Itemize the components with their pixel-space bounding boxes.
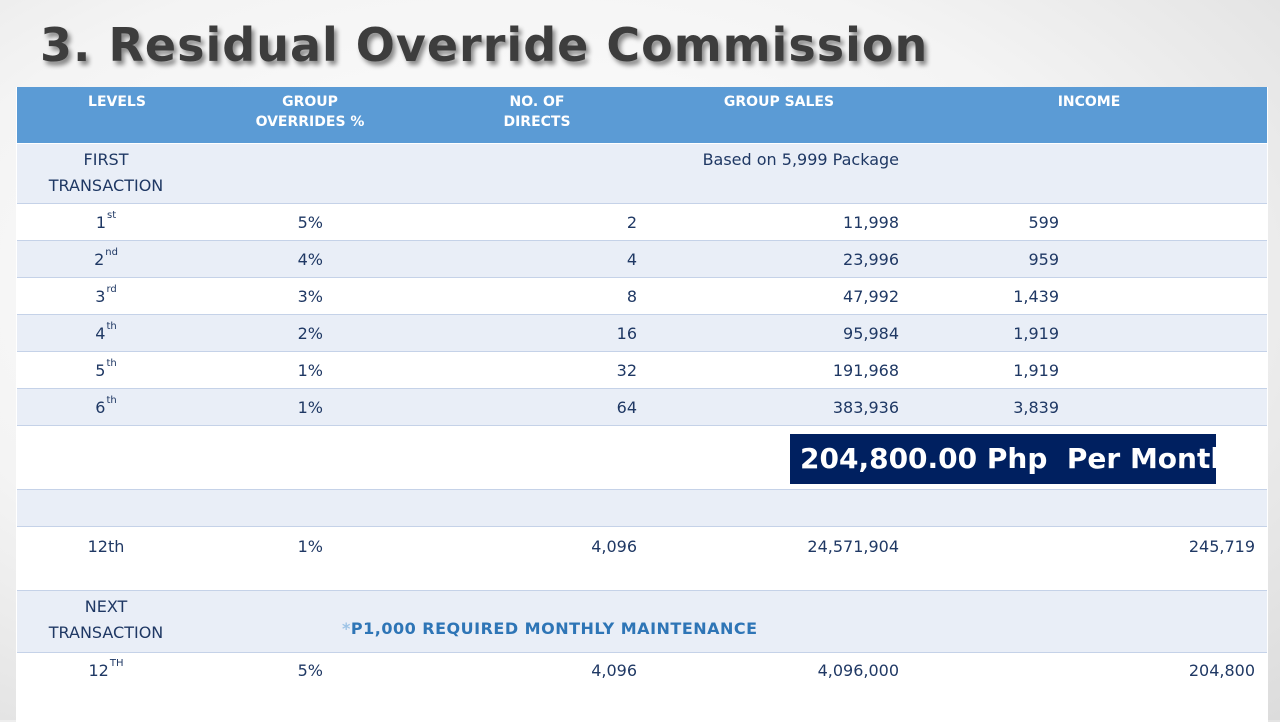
next-transaction-row: NEXT TRANSACTION *P1,000 REQUIRED MONTHL… — [17, 590, 1267, 652]
directs-cell: 8 — [626, 287, 637, 306]
income-cell: 1,919 — [1013, 361, 1059, 380]
table-row: 5th 1% 32 191,968 1,919 — [17, 351, 1267, 388]
level-cell: 12th — [87, 537, 125, 556]
income-cell: 599 — [1028, 213, 1059, 232]
income-cell: 245,719 — [1188, 537, 1255, 556]
summary-row: 204,800.00 Php Per Month — [17, 425, 1267, 489]
level-cell: 5th — [17, 358, 195, 381]
header-no-of-directs: NO. OF DIRECTS — [472, 92, 602, 132]
level-cell: 1st — [17, 210, 195, 233]
directs-cell: 16 — [616, 324, 637, 343]
header-group-overrides: GROUP OVERRIDES % — [217, 92, 403, 132]
group-sales-cell: 4,096,000 — [817, 661, 899, 680]
table-row: 4th 2% 16 95,984 1,919 — [17, 314, 1267, 351]
level-number: 12 — [88, 661, 109, 680]
group-sales-cell: 24,571,904 — [807, 537, 899, 556]
first-transaction-label: FIRST TRANSACTION — [17, 150, 195, 196]
level-cell: 3rd — [17, 284, 195, 307]
package-note: Based on 5,999 Package — [702, 150, 899, 169]
group-sales-cell: 95,984 — [843, 324, 899, 343]
first-transaction-line2: TRANSACTION — [48, 176, 164, 195]
level-number: 5 — [95, 361, 106, 380]
override-pct-cell: 4% — [297, 250, 323, 269]
twelfth-level-row: 12th 1% 4,096 24,571,904 245,719 — [17, 526, 1267, 590]
override-pct-cell: 1% — [297, 361, 323, 380]
header-no-of-line1: NO. OF — [509, 94, 565, 110]
level-cell: 12TH — [17, 658, 195, 681]
table-row: 3rd 3% 8 47,992 1,439 — [17, 277, 1267, 314]
first-transaction-line1: FIRST — [83, 150, 129, 169]
header-group-sales: GROUP SALES — [723, 94, 835, 110]
maintenance-text: P1,000 REQUIRED MONTHLY MAINTENANCE — [350, 619, 758, 638]
override-pct-cell: 5% — [297, 213, 323, 232]
header-income: INCOME — [1057, 94, 1121, 110]
level-rows: 1st 5% 2 11,998 599 2nd 4% 4 23,996 959 3rd 3% 8 47,9… — [17, 203, 1267, 425]
level-suffix: th — [106, 358, 117, 369]
directs-cell: 64 — [616, 398, 637, 417]
income-cell: 3,839 — [1013, 398, 1059, 417]
income-cell: 959 — [1028, 250, 1059, 269]
slide-title: 3. Residual Override Commission — [40, 18, 929, 72]
override-pct-cell: 2% — [297, 324, 323, 343]
group-sales-cell: 47,992 — [843, 287, 899, 306]
group-sales-cell: 383,936 — [832, 398, 899, 417]
level-number: 2 — [94, 250, 105, 269]
level-suffix: st — [107, 210, 117, 221]
group-sales-cell: 191,968 — [832, 361, 899, 380]
group-sales-cell: 11,998 — [843, 213, 899, 232]
maintenance-star: * — [342, 619, 351, 638]
next-transaction-line2: TRANSACTION — [48, 623, 164, 642]
level-number: 3 — [95, 287, 106, 306]
level-number: 1 — [95, 213, 107, 232]
level-suffix: th — [106, 395, 117, 406]
header-group-overrides-line1: GROUP — [282, 94, 338, 110]
override-pct-cell: 1% — [297, 537, 323, 556]
income-cell: 1,919 — [1013, 324, 1059, 343]
group-sales-cell: 23,996 — [843, 250, 899, 269]
first-transaction-row: FIRST TRANSACTION Based on 5,999 Package — [17, 143, 1267, 203]
table-row: 6th 1% 64 383,936 3,839 — [17, 388, 1267, 425]
table-row: 1st 5% 2 11,998 599 — [17, 203, 1267, 240]
directs-cell: 4 — [626, 250, 637, 269]
header-levels: LEVELS — [88, 94, 146, 110]
level-suffix: rd — [106, 284, 117, 295]
level-number: 6 — [95, 398, 106, 417]
header-no-of-line2: DIRECTS — [503, 114, 571, 130]
commission-table: LEVELS GROUP OVERRIDES % NO. OF DIRECTS … — [16, 87, 1268, 722]
level-suffix: th — [106, 321, 117, 332]
table-header: LEVELS GROUP OVERRIDES % NO. OF DIRECTS … — [17, 87, 1267, 143]
directs-cell: 2 — [626, 213, 637, 232]
directs-cell: 4,096 — [591, 661, 637, 680]
level-number: 4 — [95, 324, 106, 343]
level-cell: 4th — [17, 321, 195, 344]
maintenance-note: *P1,000 REQUIRED MONTHLY MAINTENANCE — [342, 619, 758, 638]
level-cell: 6th — [17, 395, 195, 418]
override-pct-cell: 1% — [297, 398, 323, 417]
table-row: 2nd 4% 4 23,996 959 — [17, 240, 1267, 277]
income-cell: 1,439 — [1013, 287, 1059, 306]
level-cell: 2nd — [17, 247, 195, 270]
next-transaction-line1: NEXT — [84, 597, 128, 616]
income-cell: 204,800 — [1188, 661, 1255, 680]
directs-cell: 4,096 — [591, 537, 637, 556]
level-suffix: TH — [109, 658, 124, 669]
monthly-income-highlight: 204,800.00 Php Per Month — [790, 434, 1230, 484]
override-pct-cell: 5% — [297, 661, 323, 680]
next-transaction-label: NEXT TRANSACTION — [17, 597, 195, 643]
override-pct-cell: 3% — [297, 287, 323, 306]
level-suffix: nd — [105, 247, 118, 258]
twelfth-level-next-row: 12TH 5% 4,096 4,096,000 204,800 — [17, 652, 1267, 722]
directs-cell: 32 — [616, 361, 637, 380]
spacer-row — [17, 489, 1267, 526]
header-group-overrides-line2: OVERRIDES % — [255, 114, 365, 130]
